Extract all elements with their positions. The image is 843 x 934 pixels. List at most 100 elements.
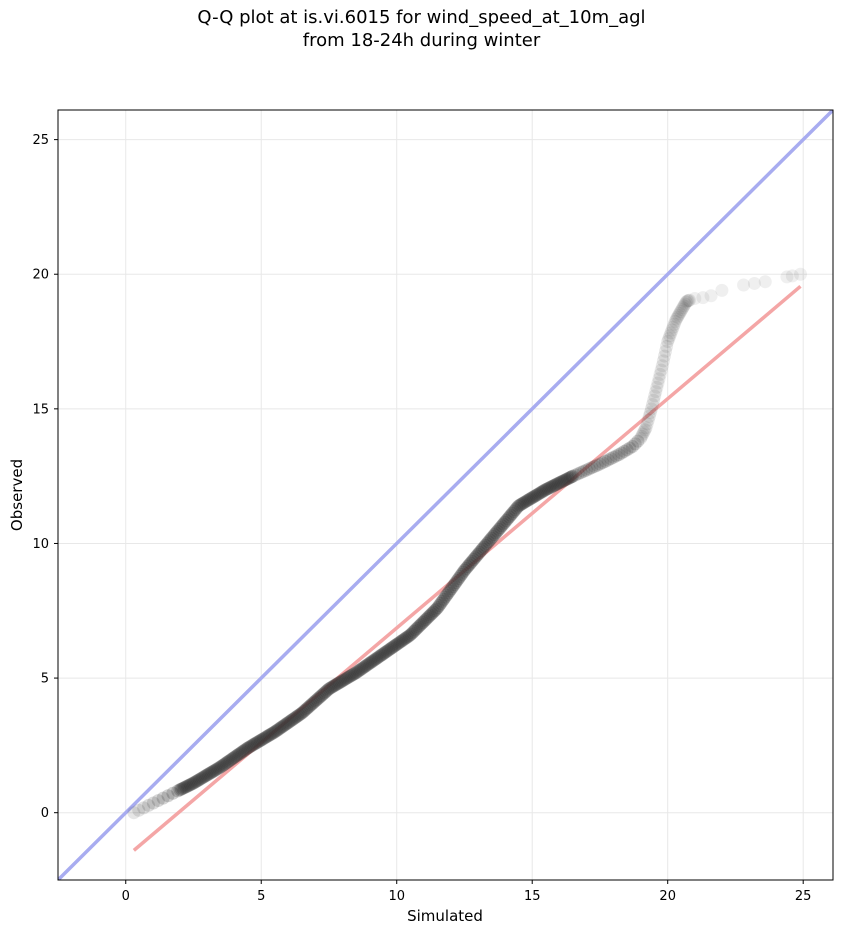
qq-point <box>574 466 588 480</box>
qq-point <box>468 551 482 565</box>
qq-point <box>510 501 524 515</box>
qq-point <box>420 611 434 625</box>
qq-point <box>651 376 665 390</box>
qq-point <box>664 326 678 340</box>
qq-point <box>496 517 510 531</box>
qq-point <box>677 299 691 313</box>
qq-point <box>270 724 284 738</box>
qq-point <box>638 423 652 437</box>
qq-point <box>562 471 576 485</box>
qq-point <box>295 706 309 720</box>
qq-point <box>353 663 367 677</box>
qq-point <box>679 295 693 309</box>
qq-point <box>669 312 683 326</box>
qq-point <box>654 363 668 377</box>
qq-point <box>349 666 363 680</box>
qq-point <box>262 728 276 742</box>
qq-point <box>475 542 489 556</box>
qq-point <box>373 649 387 663</box>
qq-point <box>612 448 626 462</box>
qq-point <box>255 733 269 747</box>
qq-point <box>655 359 669 373</box>
qq-point <box>504 508 518 522</box>
qq-point <box>668 314 682 328</box>
qq-point <box>785 269 799 283</box>
qq-point <box>279 717 293 731</box>
chart-title-line-1: Q-Q plot at is.vi.6015 for wind_speed_at… <box>197 7 646 28</box>
qq-point <box>646 398 660 412</box>
qq-point <box>461 560 475 574</box>
qq-point <box>398 632 412 646</box>
qq-point <box>386 640 400 654</box>
qq-point <box>672 308 686 322</box>
x-tick-label: 10 <box>388 889 405 904</box>
qq-point <box>291 709 305 723</box>
qq-point <box>414 617 428 631</box>
qq-point <box>259 730 273 744</box>
qq-point <box>650 380 664 394</box>
qq-point <box>298 703 312 717</box>
y-tick-label: 25 <box>32 133 49 148</box>
qq-point <box>416 615 430 629</box>
qq-point <box>210 762 224 776</box>
qq-point <box>326 679 340 693</box>
qq-point <box>401 630 415 644</box>
qq-point <box>395 634 409 648</box>
qq-point <box>670 310 684 324</box>
qq-point <box>758 275 772 289</box>
qq-point <box>577 464 591 478</box>
qq-point <box>337 673 351 687</box>
qq-point <box>294 707 308 721</box>
qq-point <box>206 765 220 779</box>
qq-point <box>455 567 469 581</box>
qq-point <box>502 510 516 524</box>
qq-point <box>382 643 396 657</box>
qq-point <box>653 367 667 381</box>
qq-point <box>292 708 306 722</box>
qq-point <box>582 462 596 476</box>
qq-point <box>505 506 519 520</box>
qq-point <box>146 796 160 810</box>
qq-point <box>328 678 342 692</box>
qq-point <box>394 635 408 649</box>
qq-point <box>334 675 348 689</box>
qq-point <box>680 294 694 308</box>
qq-point <box>780 270 794 284</box>
plot-frame <box>57 109 834 881</box>
qq-point <box>682 293 696 307</box>
qq-point <box>554 475 568 489</box>
qq-point <box>465 554 479 568</box>
qq-point <box>513 498 527 512</box>
qq-point <box>286 712 300 726</box>
qq-point <box>224 753 238 767</box>
qq-point <box>380 644 394 658</box>
qq-point <box>487 528 501 542</box>
qq-point <box>276 719 290 733</box>
qq-point <box>307 695 321 709</box>
x-tick-label: 20 <box>659 889 676 904</box>
qq-point <box>364 656 378 670</box>
qq-point <box>643 406 657 420</box>
qq-point <box>556 474 570 488</box>
qq-point <box>532 487 546 501</box>
qq-point <box>596 456 610 470</box>
qq-point <box>462 558 476 572</box>
qq-point <box>312 691 326 705</box>
qq-point <box>194 772 208 786</box>
qq-point <box>566 469 580 483</box>
qq-point <box>161 789 175 803</box>
qq-point <box>171 784 185 798</box>
qq-point <box>579 463 593 477</box>
qq-point <box>501 512 515 526</box>
qq-point <box>452 571 466 585</box>
qq-point <box>470 549 484 563</box>
qq-point <box>204 765 218 779</box>
qq-point <box>681 294 695 308</box>
qq-point <box>540 482 554 496</box>
y-tick-label: 20 <box>32 268 49 283</box>
qq-point <box>435 594 449 608</box>
qq-point <box>665 323 679 337</box>
qq-point <box>285 713 299 727</box>
qq-point <box>241 741 255 755</box>
